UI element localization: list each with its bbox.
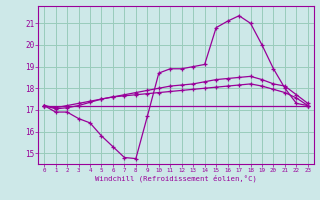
X-axis label: Windchill (Refroidissement éolien,°C): Windchill (Refroidissement éolien,°C) xyxy=(95,175,257,182)
